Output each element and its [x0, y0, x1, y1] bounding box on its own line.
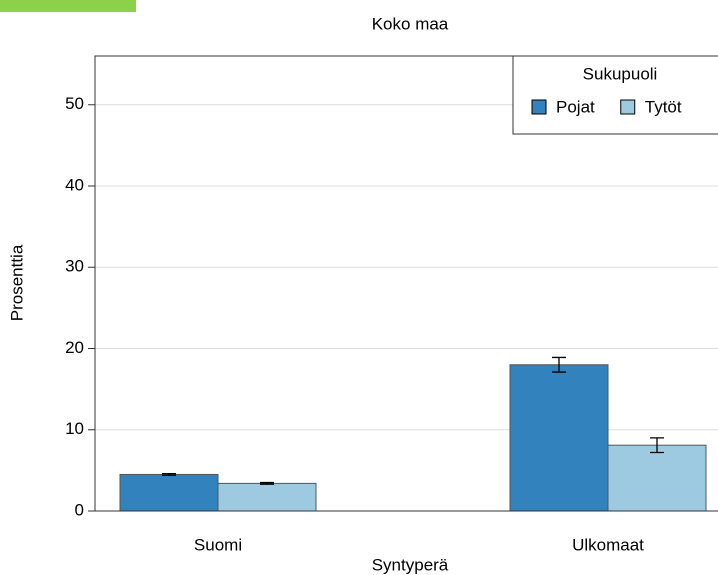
- plot-frame: [94, 55, 718, 512]
- x-tick-label: Ulkomaat: [572, 535, 644, 554]
- error-bar: [162, 472, 176, 476]
- legend-swatch: [531, 99, 547, 115]
- y-tick-label: 20: [65, 338, 84, 357]
- y-tick-label: 10: [65, 419, 84, 438]
- y-tick-label: 30: [65, 257, 84, 276]
- y-axis-label: Prosenttia: [7, 244, 26, 321]
- legend-swatch: [620, 99, 636, 115]
- marks: [119, 356, 707, 512]
- error-bar: [650, 437, 664, 454]
- x-tick-label: Suomi: [194, 535, 242, 554]
- grid: 0 10 20 30 40 50 Suomi Ulkomaat: [65, 94, 718, 554]
- chart-title: Koko maa: [372, 14, 449, 33]
- y-tick-label: 40: [65, 175, 84, 194]
- bar: [119, 473, 219, 512]
- y-tick-label: 0: [75, 500, 84, 519]
- bar: [607, 444, 707, 512]
- bar: [217, 482, 317, 512]
- legend-title: Sukupuoli: [583, 64, 658, 83]
- y-tick-label: 50: [65, 94, 84, 113]
- header-tab: [0, 0, 136, 12]
- error-bar: [260, 481, 274, 485]
- legend: Sukupuoli Pojat Tytöt: [512, 55, 718, 135]
- error-bar: [552, 356, 566, 373]
- legend-box: [512, 55, 718, 135]
- legend-label: Pojat: [556, 97, 595, 116]
- legend-label: Tytöt: [645, 97, 682, 116]
- bar: [509, 364, 609, 512]
- x-axis-label: Syntyperä: [372, 555, 449, 574]
